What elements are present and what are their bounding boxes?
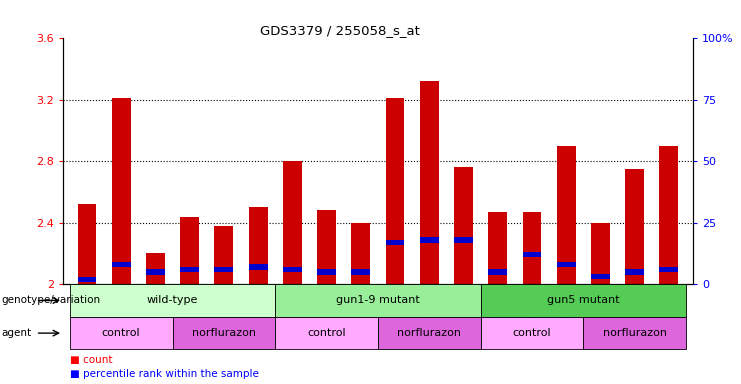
Bar — [488, 269, 507, 275]
Title: GDS3379 / 255058_s_at: GDS3379 / 255058_s_at — [260, 24, 420, 37]
Bar — [249, 207, 268, 284]
Bar — [522, 252, 542, 257]
Bar — [420, 237, 439, 243]
Bar — [420, 81, 439, 284]
Bar — [454, 167, 473, 284]
Bar — [351, 223, 370, 284]
Bar — [625, 169, 644, 284]
Bar — [275, 284, 481, 317]
Bar — [146, 269, 165, 275]
Bar — [180, 267, 199, 272]
Text: norflurazon: norflurazon — [397, 328, 461, 338]
Bar — [385, 98, 405, 284]
Bar — [70, 317, 173, 349]
Bar — [351, 269, 370, 275]
Text: genotype/variation: genotype/variation — [1, 295, 101, 306]
Text: norflurazon: norflurazon — [602, 328, 667, 338]
Bar — [283, 267, 302, 272]
Bar — [214, 226, 233, 284]
Bar — [317, 269, 336, 275]
Bar — [275, 317, 378, 349]
Bar — [591, 274, 610, 280]
Bar — [173, 317, 275, 349]
Bar — [591, 223, 610, 284]
Bar — [625, 269, 644, 275]
Text: gun1-9 mutant: gun1-9 mutant — [336, 295, 420, 306]
Bar — [385, 240, 405, 245]
Bar — [481, 317, 583, 349]
Bar — [583, 317, 686, 349]
Bar — [249, 264, 268, 270]
Text: ■ percentile rank within the sample: ■ percentile rank within the sample — [70, 369, 259, 379]
Bar — [214, 267, 233, 272]
Bar — [283, 161, 302, 284]
Bar — [112, 262, 130, 267]
Bar — [659, 267, 678, 272]
Bar — [78, 276, 96, 282]
Bar — [180, 217, 199, 284]
Bar — [454, 237, 473, 243]
Text: control: control — [308, 328, 346, 338]
Bar — [78, 204, 96, 284]
Bar — [522, 212, 542, 284]
Bar — [378, 317, 481, 349]
Bar — [481, 284, 686, 317]
Text: norflurazon: norflurazon — [192, 328, 256, 338]
Bar — [556, 146, 576, 284]
Text: gun5 mutant: gun5 mutant — [547, 295, 619, 306]
Text: ■ count: ■ count — [70, 355, 113, 365]
Text: wild-type: wild-type — [147, 295, 198, 306]
Bar — [146, 253, 165, 284]
Bar — [317, 210, 336, 284]
Bar — [659, 146, 678, 284]
Bar — [70, 284, 275, 317]
Text: control: control — [102, 328, 141, 338]
Bar — [556, 262, 576, 267]
Bar — [112, 98, 130, 284]
Text: agent: agent — [1, 328, 32, 338]
Bar — [488, 212, 507, 284]
Text: control: control — [513, 328, 551, 338]
